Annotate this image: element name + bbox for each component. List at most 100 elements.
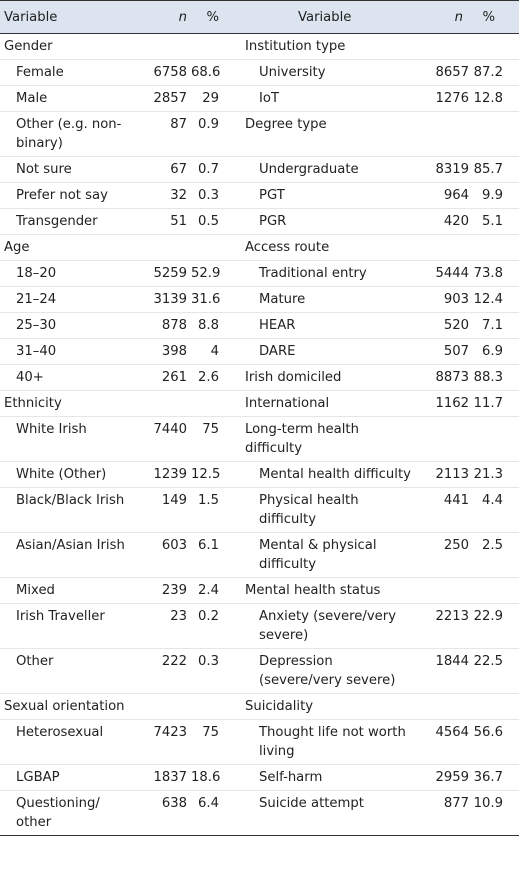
table-row: Prefer not say 32 0.3 PGT 964 9.9: [0, 182, 519, 209]
percent-value: 29: [191, 85, 235, 112]
header-n: n: [139, 0, 191, 34]
table-row: White Irish 7440 75 Long-term health diffic…: [0, 416, 519, 462]
section-label: Long-term health difficulty: [235, 416, 418, 462]
n-value: 964: [418, 182, 473, 209]
n-value: 2213: [418, 603, 473, 649]
variable-label: Mental health difficulty: [235, 461, 418, 488]
section-label: Age: [0, 234, 139, 261]
n-value: [418, 33, 473, 60]
n-value: [418, 234, 473, 261]
table-row: Ethnicity International 1162 11.7: [0, 390, 519, 417]
variable-label: Suicide attempt: [235, 790, 418, 836]
variable-label: Mixed: [0, 577, 139, 604]
percent-value: 2.4: [191, 577, 235, 604]
n-value: 4564: [418, 719, 473, 765]
table-row: 18–20 5259 52.9 Traditional entry 5444 73.8: [0, 260, 519, 287]
percent-value: 1.5: [191, 487, 235, 533]
percent-value: [191, 390, 235, 417]
variable-label: Black/Black Irish: [0, 487, 139, 533]
variable-label: Transgender: [0, 208, 139, 235]
section-label: Sexual orientation: [0, 693, 139, 720]
variable-label: Other: [0, 648, 139, 694]
table-row: Female 6758 68.6 University 8657 87.2: [0, 59, 519, 86]
percent-value: 12.8: [473, 85, 519, 112]
percent-value: [473, 577, 519, 604]
percent-value: 0.9: [191, 111, 235, 157]
percent-value: 88.3: [473, 364, 519, 391]
table-header-row: Variable n % Variable n %: [0, 0, 519, 34]
variable-label: Depression (severe/very severe): [235, 648, 418, 694]
table-body: Gender Institution type Female 6758 68.6 Univ…: [0, 33, 519, 836]
percent-value: 36.7: [473, 764, 519, 791]
table-row: 40+ 261 2.6 Irish domiciled 8873 88.3: [0, 364, 519, 391]
variable-label: University: [235, 59, 418, 86]
percent-value: 6.9: [473, 338, 519, 365]
n-value: 2959: [418, 764, 473, 791]
n-value: 239: [139, 577, 191, 604]
percent-value: 85.7: [473, 156, 519, 183]
percent-value: 0.5: [191, 208, 235, 235]
percent-value: [191, 693, 235, 720]
table-row: Male 2857 29 IoT 1276 12.8: [0, 85, 519, 112]
percent-value: [473, 416, 519, 462]
percent-value: 2.5: [473, 532, 519, 578]
percent-value: 2.6: [191, 364, 235, 391]
percent-value: 6.4: [191, 790, 235, 836]
percent-value: [473, 33, 519, 60]
header-percent: %: [191, 0, 235, 34]
percent-value: 87.2: [473, 59, 519, 86]
variable-label: LGBAP: [0, 764, 139, 791]
demographics-table: Variable n % Variable n % Gender Institut…: [0, 0, 519, 836]
variable-label: Prefer not say: [0, 182, 139, 209]
variable-label: Heterosexual: [0, 719, 139, 765]
n-value: 23: [139, 603, 191, 649]
variable-label: Mature: [235, 286, 418, 313]
n-value: 441: [418, 487, 473, 533]
n-value: 149: [139, 487, 191, 533]
n-value: [418, 577, 473, 604]
n-value: [418, 416, 473, 462]
n-value: 8657: [418, 59, 473, 86]
header-variable: Variable: [0, 0, 139, 34]
n-value: 507: [418, 338, 473, 365]
percent-value: 0.3: [191, 182, 235, 209]
percent-value: 18.6: [191, 764, 235, 791]
n-value: 878: [139, 312, 191, 339]
variable-label: Female: [0, 59, 139, 86]
table-row: 21–24 3139 31.6 Mature 903 12.4: [0, 286, 519, 313]
n-value: 51: [139, 208, 191, 235]
n-value: [139, 234, 191, 261]
n-value: 638: [139, 790, 191, 836]
percent-value: 12.5: [191, 461, 235, 488]
table-row: Other 222 0.3 Depression (severe/very sever…: [0, 648, 519, 694]
variable-label: Physical health difficulty: [235, 487, 418, 533]
variable-label: 21–24: [0, 286, 139, 313]
n-value: [139, 693, 191, 720]
n-value: 1837: [139, 764, 191, 791]
percent-value: 22.9: [473, 603, 519, 649]
percent-value: 10.9: [473, 790, 519, 836]
variable-label: IoT: [235, 85, 418, 112]
percent-value: [473, 111, 519, 157]
n-value: 1276: [418, 85, 473, 112]
percent-value: 4.4: [473, 487, 519, 533]
table-row: Asian/Asian Irish 603 6.1 Mental & physical…: [0, 532, 519, 578]
n-value: 87: [139, 111, 191, 157]
n-value: [139, 390, 191, 417]
n-value: 1162: [418, 390, 473, 417]
variable-label: White Irish: [0, 416, 139, 462]
n-value: 5259: [139, 260, 191, 287]
table-row: Other (e.g. non-binary) 87 0.9 Degree type: [0, 111, 519, 157]
variable-label: Male: [0, 85, 139, 112]
variable-label: Thought life not worth living: [235, 719, 418, 765]
percent-value: [191, 33, 235, 60]
table-row: Black/Black Irish 149 1.5 Physical health d…: [0, 487, 519, 533]
table-row: Age Access route: [0, 234, 519, 261]
n-value: 250: [418, 532, 473, 578]
percent-value: [473, 693, 519, 720]
percent-value: 31.6: [191, 286, 235, 313]
section-label: Access route: [235, 234, 418, 261]
percent-value: 12.4: [473, 286, 519, 313]
percent-value: 4: [191, 338, 235, 365]
n-value: 7440: [139, 416, 191, 462]
